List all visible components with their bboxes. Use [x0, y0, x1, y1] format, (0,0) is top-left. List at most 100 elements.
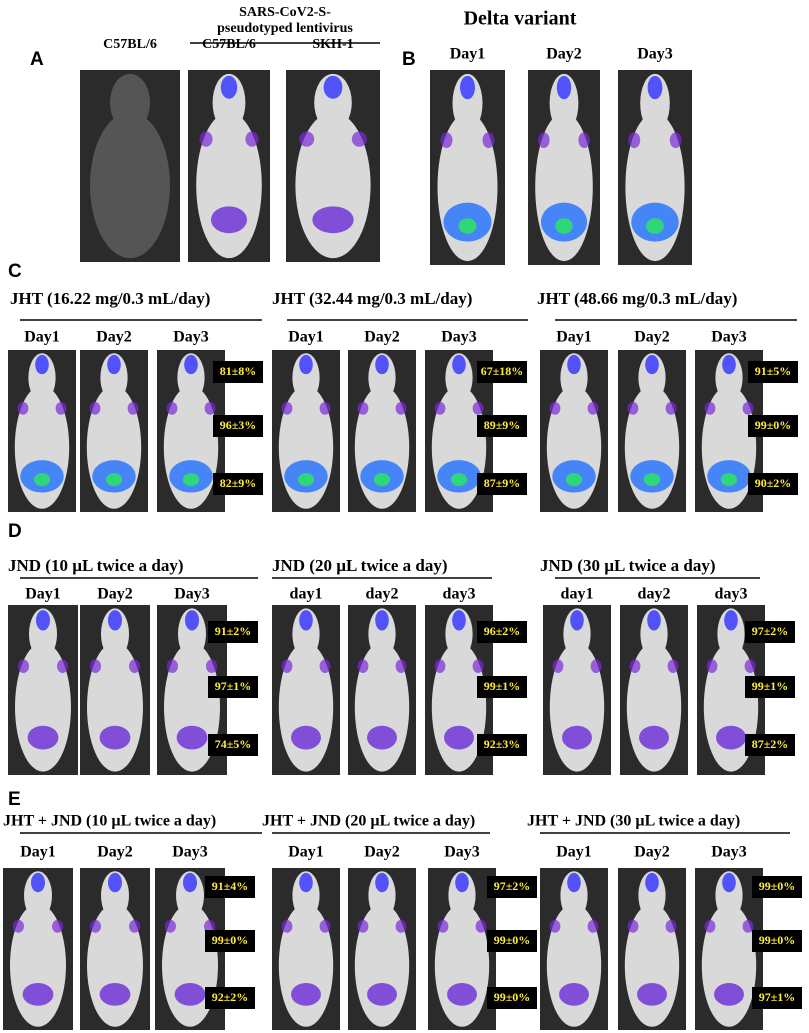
signal [319, 401, 331, 415]
signal [174, 983, 206, 1006]
percent-label: 99±0% [494, 933, 531, 947]
mouse-head [292, 871, 320, 920]
mouse-head [368, 871, 396, 920]
panel-letter: D [8, 521, 22, 542]
group-title: SARS-CoV2-S- [239, 5, 331, 20]
signal [716, 725, 746, 750]
signal [647, 75, 663, 100]
signal [706, 659, 718, 673]
signal [319, 919, 331, 933]
percent-label: 97±2% [494, 879, 531, 893]
signal [475, 919, 487, 933]
signal [395, 659, 407, 673]
day-label: Day1 [24, 329, 60, 346]
signal [185, 610, 199, 631]
day-label: Day3 [441, 329, 477, 346]
signal-hot [555, 218, 573, 234]
signal [562, 725, 592, 750]
percent-box [477, 676, 527, 698]
signal [556, 75, 572, 100]
signal [35, 354, 49, 375]
mouse-head [368, 608, 396, 660]
day-label: day3 [715, 586, 748, 603]
day-label: Day2 [634, 844, 670, 861]
mouse-head [28, 353, 56, 402]
day-label: Day3 [174, 586, 210, 603]
signal [375, 354, 389, 375]
percent-box [487, 987, 537, 1009]
mouse-head [292, 608, 320, 660]
signal [108, 610, 122, 631]
signal [55, 401, 67, 415]
day-label: Day3 [637, 46, 673, 63]
day-label: day1 [561, 586, 594, 603]
signal [742, 919, 754, 933]
signal [645, 872, 659, 893]
percent-box [745, 734, 795, 756]
signal [665, 401, 677, 415]
signal [714, 983, 744, 1006]
day-label: Day1 [288, 329, 324, 346]
mouse-head [292, 353, 320, 402]
day-label: Day2 [634, 329, 670, 346]
group-title: JND (20 µL twice a day) [272, 556, 448, 575]
percent-label: 97±1% [215, 679, 252, 693]
percent-label: 91±4% [212, 879, 249, 893]
signal [395, 919, 407, 933]
signal [12, 919, 24, 933]
signal [129, 659, 141, 673]
percent-label: 99±0% [755, 418, 792, 432]
mouse-head [101, 608, 129, 660]
day-label: day2 [638, 586, 671, 603]
day-label: Day2 [96, 329, 132, 346]
percent-label: 81±8% [220, 364, 257, 378]
percent-label: 97±2% [752, 624, 789, 638]
signal [210, 206, 248, 234]
signal [724, 610, 738, 631]
day-label: Day1 [20, 844, 56, 861]
signal [299, 872, 313, 893]
percent-box [213, 361, 263, 383]
mouse-head [212, 73, 246, 132]
signal-hot [458, 218, 477, 234]
signal [299, 131, 315, 147]
percent-label: 96±2% [484, 624, 521, 638]
signal [375, 872, 389, 893]
day-label: Day3 [172, 844, 208, 861]
percent-box [208, 734, 258, 756]
signal [357, 919, 369, 933]
signal [367, 983, 397, 1006]
percent-box [752, 876, 802, 898]
signal [89, 919, 101, 933]
signal [587, 401, 599, 415]
signal [299, 610, 313, 631]
signal [627, 401, 639, 415]
signal [538, 132, 550, 148]
mouse-head [178, 608, 206, 660]
day-label: Day3 [173, 329, 209, 346]
percent-label: 82±9% [220, 476, 257, 490]
signal [629, 659, 641, 673]
signal [434, 401, 446, 415]
signal [590, 659, 602, 673]
signal [204, 919, 216, 933]
signal [357, 659, 369, 673]
mouse-head [560, 871, 588, 920]
panel-letter: A [30, 49, 44, 70]
percent-box [745, 676, 795, 698]
group-title: pseudotyped lentivirus [217, 21, 353, 36]
percent-label: 91±2% [215, 624, 252, 638]
signal [27, 725, 59, 750]
signal [129, 919, 141, 933]
signal-hot [105, 473, 123, 487]
signal [281, 919, 293, 933]
mouse-head [368, 353, 396, 402]
signal [549, 919, 561, 933]
signal [164, 919, 176, 933]
percent-label: 99±0% [494, 990, 531, 1004]
signal [281, 401, 293, 415]
group-title: JHT (32.44 mg/0.3 mL/day) [272, 289, 472, 308]
signal [367, 725, 397, 750]
percent-box [477, 734, 527, 756]
mouse-head [715, 871, 743, 920]
